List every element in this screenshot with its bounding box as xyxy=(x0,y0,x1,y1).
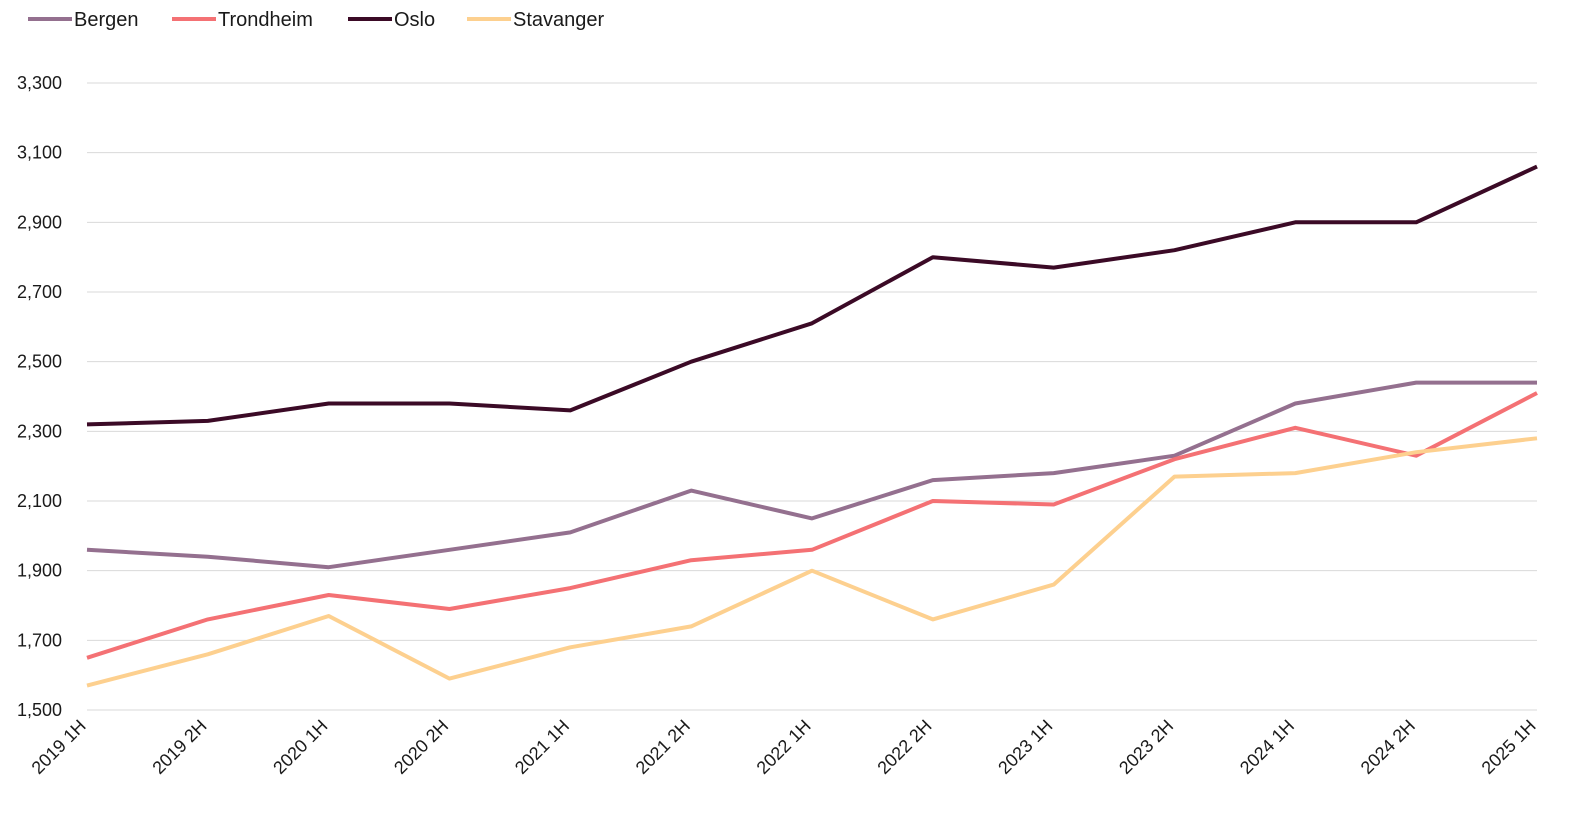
x-axis-ticks: 2019 1H 2019 2H 2020 1H 2020 2H 2021 1H 2021 … xyxy=(28,716,1540,778)
x-tick-label: 2022 2H xyxy=(873,716,935,778)
legend-item-bergen: Bergen xyxy=(28,9,139,31)
legend-item-oslo: Oslo xyxy=(348,9,435,31)
y-tick-label: 1,900 xyxy=(17,561,62,581)
y-tick-label: 3,100 xyxy=(17,143,62,163)
y-tick-label: 2,100 xyxy=(17,491,62,511)
x-tick-label: 2020 1H xyxy=(269,716,331,778)
y-tick-label: 2,500 xyxy=(17,352,62,372)
x-tick-label: 2023 2H xyxy=(1115,716,1177,778)
x-tick-label: 2021 1H xyxy=(511,716,573,778)
y-tick-label: 2,300 xyxy=(17,421,62,441)
legend-label-stavanger: Stavanger xyxy=(513,9,605,31)
x-tick-label: 2019 1H xyxy=(28,716,90,778)
legend-item-stavanger: Stavanger xyxy=(467,9,605,31)
series-line-bergen xyxy=(86,380,1537,570)
series-line-stavanger xyxy=(86,436,1538,688)
series-lines xyxy=(86,164,1538,688)
series-line-trondheim xyxy=(86,391,1538,660)
y-tick-label: 1,700 xyxy=(17,630,62,650)
series-line-oslo xyxy=(86,164,1538,427)
legend-label-oslo: Oslo xyxy=(394,9,435,31)
legend-label-trondheim: Trondheim xyxy=(218,9,313,31)
x-tick-label: 2020 2H xyxy=(390,716,452,778)
legend-item-trondheim: Trondheim xyxy=(172,9,313,31)
y-tick-label: 2,900 xyxy=(17,212,62,232)
y-tick-label: 1,500 xyxy=(17,700,62,720)
x-tick-label: 2024 2H xyxy=(1357,716,1419,778)
y-axis-ticks: 1,500 1,700 1,900 2,100 2,300 2,500 2,700 2,900… xyxy=(17,73,62,720)
x-tick-label: 2021 2H xyxy=(632,716,694,778)
gridlines xyxy=(87,82,1537,711)
y-tick-label: 2,700 xyxy=(17,282,62,302)
y-tick-label: 3,300 xyxy=(17,73,62,93)
x-tick-label: 2019 2H xyxy=(148,716,210,778)
x-tick-label: 2025 1H xyxy=(1478,716,1540,778)
legend: Bergen Trondheim Oslo Stavanger xyxy=(28,9,605,31)
x-tick-label: 2024 1H xyxy=(1236,716,1298,778)
x-tick-label: 2023 1H xyxy=(994,716,1056,778)
x-tick-label: 2022 1H xyxy=(753,716,815,778)
legend-label-bergen: Bergen xyxy=(74,9,139,31)
